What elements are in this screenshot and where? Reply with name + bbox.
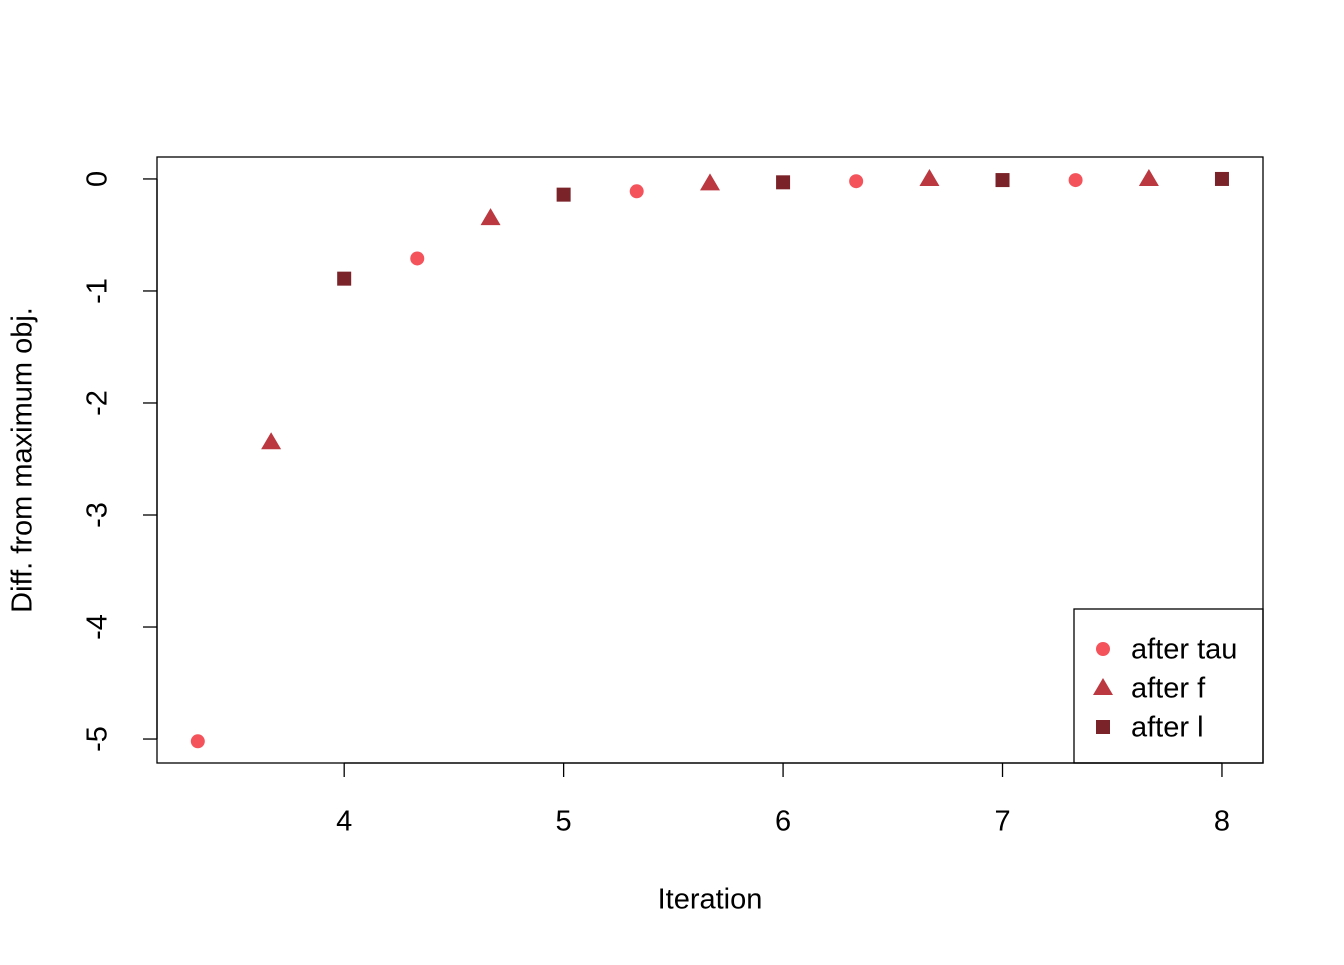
- point: [995, 173, 1010, 188]
- point: [776, 175, 791, 190]
- y-tick-label: 0: [82, 171, 114, 187]
- x-tick-label: 4: [336, 806, 352, 838]
- point: [1138, 168, 1159, 186]
- point: [629, 184, 644, 199]
- legend-label: after tau: [1131, 634, 1237, 666]
- point: [410, 251, 425, 266]
- legend-marker: [1093, 678, 1113, 695]
- y-tick-label: -5: [82, 726, 114, 752]
- x-tick-label: 7: [994, 806, 1010, 838]
- y-tick-label: -1: [82, 278, 114, 304]
- point: [190, 734, 205, 749]
- legend-marker: [1096, 720, 1110, 734]
- y-tick-label: -3: [82, 502, 114, 528]
- y-tick-label: -4: [82, 614, 114, 640]
- point: [919, 168, 940, 186]
- point: [700, 173, 720, 191]
- legend-box: [1073, 608, 1264, 764]
- legend-label: after l: [1131, 712, 1204, 744]
- point: [480, 208, 501, 226]
- point: [556, 187, 571, 202]
- point: [849, 174, 864, 189]
- x-axis-label: Iteration: [658, 884, 763, 916]
- legend-marker: [1096, 642, 1110, 656]
- y-axis-label: Diff. from maximum obj.: [7, 307, 39, 613]
- plot-frame: [156, 156, 1264, 764]
- y-tick-label: -2: [82, 390, 114, 416]
- x-tick-label: 8: [1214, 806, 1230, 838]
- point: [1068, 173, 1083, 188]
- point: [337, 271, 352, 286]
- x-tick-label: 6: [775, 806, 791, 838]
- point: [261, 432, 282, 450]
- legend-label: after f: [1131, 673, 1206, 705]
- x-tick-label: 5: [556, 806, 572, 838]
- point: [1214, 171, 1229, 186]
